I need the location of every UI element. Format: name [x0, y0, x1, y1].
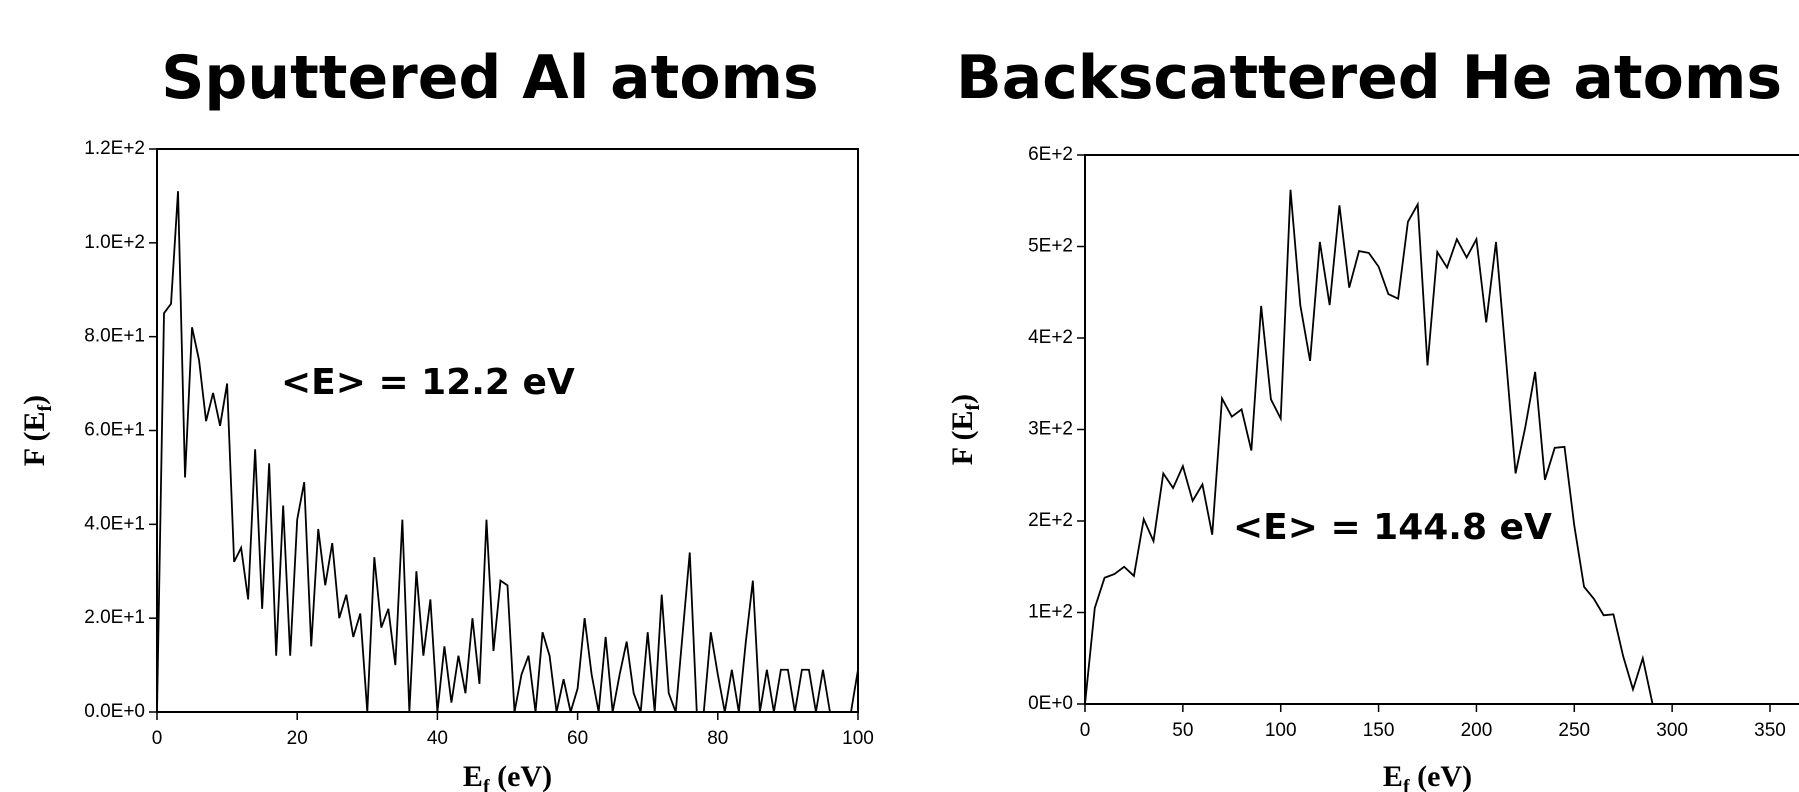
chart: Backscattered He atoms 0E+0 1E+2 2E+2 3E+2 4E… — [946, 43, 1799, 792]
y-axis-label-part: f — [34, 404, 56, 411]
y-tick-label: 5E+2 — [1028, 236, 1073, 257]
y-tick-label: 4.0E+1 — [84, 513, 145, 534]
plot-frame — [156, 148, 859, 713]
x-tick-label: 350 — [1754, 720, 1786, 741]
y-tick-label: 0E+0 — [1028, 693, 1073, 714]
x-tick-label: 200 — [1461, 720, 1493, 741]
x-axis-label-part: f — [1403, 776, 1410, 792]
x-tick-label: 300 — [1656, 720, 1688, 741]
x-axis-label-part: E — [463, 760, 483, 792]
x-tick-label: 250 — [1558, 720, 1590, 741]
x-axis-label-part: E — [1383, 760, 1403, 792]
y-axis-label-part: ) — [946, 394, 979, 404]
annotation: <E> = 12.2 eV — [281, 362, 575, 403]
x-tick-label: 50 — [1172, 720, 1193, 741]
annotation: <E> = 144.8 eV — [1233, 507, 1552, 548]
y-axis-label: F (Ef) — [18, 395, 56, 466]
x-tick-label: 60 — [567, 728, 588, 749]
x-tick-label: 40 — [427, 728, 448, 749]
chart-title: Backscattered He atoms — [956, 43, 1782, 113]
x-tick-label: 0 — [152, 728, 163, 749]
y-tick-label: 8.0E+1 — [84, 326, 145, 347]
y-axis-label-part: ) — [18, 395, 51, 405]
data-line — [156, 191, 859, 713]
y-axis-label-part: f — [962, 403, 984, 410]
y-tick-label: 6.0E+1 — [84, 420, 145, 441]
y-axis-label: F (Ef) — [946, 394, 984, 465]
x-axis-label-part: f — [483, 776, 490, 792]
x-axis-label-part: (eV) — [1410, 760, 1472, 792]
plot-frame — [1084, 154, 1799, 705]
y-tick-label: 3E+2 — [1028, 419, 1073, 440]
x-tick-label: 100 — [1265, 720, 1297, 741]
x-axis-label: Ef (eV) — [1383, 760, 1472, 792]
y-tick-label: 4E+2 — [1028, 327, 1073, 348]
y-tick-label: 6E+2 — [1028, 144, 1073, 165]
chart: Sputtered Al atoms 0.0E+0 2.0E+1 4.0E+1 6.0E… — [18, 43, 874, 792]
x-tick-label: 100 — [842, 728, 874, 749]
x-axis-label-part: (eV) — [490, 760, 552, 792]
chart-title: Sputtered Al atoms — [161, 43, 819, 113]
y-tick-label: 2E+2 — [1028, 510, 1073, 531]
x-tick-label: 0 — [1080, 720, 1091, 741]
x-axis-label: Ef (eV) — [463, 760, 552, 792]
x-tick-label: 20 — [287, 728, 308, 749]
x-tick-label: 150 — [1363, 720, 1395, 741]
y-tick-label: 2.0E+1 — [84, 607, 145, 628]
y-axis-label-part: F (E — [18, 411, 51, 466]
y-tick-label: 1.0E+2 — [84, 232, 145, 253]
y-tick-label: 1E+2 — [1028, 602, 1073, 623]
y-axis-label-part: F (E — [946, 410, 979, 465]
x-tick-label: 80 — [707, 728, 728, 749]
y-tick-label: 1.2E+2 — [84, 138, 145, 159]
data-line — [1084, 189, 1654, 705]
y-tick-label: 0.0E+0 — [84, 701, 145, 722]
